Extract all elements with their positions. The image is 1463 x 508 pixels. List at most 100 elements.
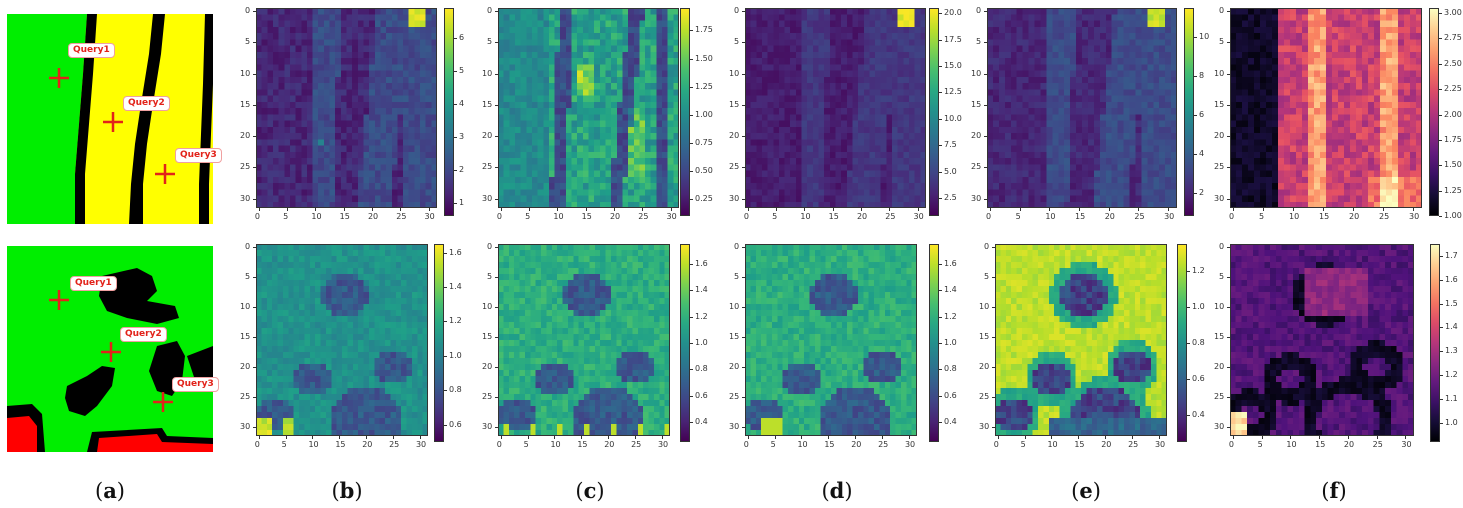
y-tick-mark <box>742 367 745 368</box>
heatmap-2c <box>498 244 670 436</box>
colorbar-tick-label: 1.4 <box>1445 322 1458 332</box>
heatmap-2f <box>1230 244 1414 436</box>
y-tick-mark <box>984 136 987 138</box>
x-tick-label: 15 <box>1315 440 1326 449</box>
y-tick-label: 0 <box>1219 6 1225 16</box>
colorbar-tick-label: 0.8 <box>449 385 462 395</box>
y-tick-mark <box>984 198 987 200</box>
heatmap-1d <box>745 8 926 208</box>
y-tick-mark <box>253 73 256 75</box>
colorbar-tick-label: 0.6 <box>944 390 957 400</box>
colorbar-tick-label: 1.3 <box>1445 346 1458 356</box>
heatmap-2e <box>995 244 1167 436</box>
x-tick-label: 5 <box>770 440 776 449</box>
y-tick-label: 25 <box>971 162 982 172</box>
y-tick-mark <box>1227 198 1230 200</box>
colorbar-1b <box>444 8 454 216</box>
caption-a: (a) <box>94 478 126 503</box>
colorbar-tick-mark <box>690 171 693 173</box>
colorbar-tick-label: 5.0 <box>944 166 957 176</box>
colorbar-tick-mark <box>454 202 457 204</box>
y-tick-label: 15 <box>240 332 251 341</box>
colorbar-tick-mark <box>1440 399 1443 401</box>
y-tick-mark <box>495 337 498 338</box>
colorbar-tick-label: 1.0 <box>1445 417 1458 427</box>
y-tick-mark <box>992 427 995 428</box>
y-tick-label: 25 <box>729 392 740 401</box>
y-tick-label: 25 <box>240 162 251 172</box>
x-tick-label: 25 <box>1372 440 1383 449</box>
x-tick-mark <box>1049 208 1051 211</box>
colorbar-tick-mark <box>939 263 942 265</box>
colorbar-tick-label: 1 <box>459 197 465 207</box>
x-tick-label: 20 <box>1101 440 1112 449</box>
x-tick-label: 15 <box>1074 440 1085 449</box>
caption-e: (e) <box>1071 478 1101 503</box>
heatmap-cells-2f <box>1230 244 1414 436</box>
colorbar-tick-label: 20.0 <box>944 8 962 18</box>
y-tick-label: 0 <box>734 6 740 16</box>
x-tick-mark <box>860 208 862 211</box>
x-tick-mark <box>855 436 857 439</box>
colorbar-tick-label: 1.00 <box>1444 211 1462 220</box>
colorbar-tick-mark <box>444 390 447 392</box>
y-tick-mark <box>984 11 987 13</box>
y-tick-label: 30 <box>729 193 740 203</box>
x-tick-mark <box>1353 208 1354 211</box>
colorbar-tick-mark <box>1439 38 1442 40</box>
x-tick-mark <box>1108 208 1110 211</box>
heatmap-1e <box>987 8 1177 208</box>
y-tick-label: 5 <box>1219 37 1225 47</box>
colorbar-tick-label: 1.2 <box>695 311 708 321</box>
y-tick-label: 20 <box>482 131 493 141</box>
x-tick-label: 5 <box>523 440 529 449</box>
x-tick-mark <box>1138 208 1140 211</box>
colorbar-tick-label: 3 <box>459 131 465 141</box>
x-tick-mark <box>500 208 502 211</box>
x-tick-mark <box>500 436 502 439</box>
x-tick-mark <box>917 208 919 211</box>
colorbar-2d <box>929 244 939 442</box>
colorbar-tick-label: 2 <box>1199 187 1205 197</box>
colorbar-tick-mark <box>939 422 942 424</box>
colorbar-tick-label: 1.0 <box>449 350 462 360</box>
colorbar-tick-label: 0.4 <box>944 417 957 427</box>
caption-b: (b) <box>331 478 363 503</box>
colorbar-tick-mark <box>690 422 693 424</box>
colorbar-tick-label: 2.25 <box>1444 84 1462 94</box>
y-tick-label: 15 <box>729 332 740 341</box>
colorbar-tick-label: 2.5 <box>944 193 957 203</box>
x-tick-mark <box>608 436 610 439</box>
y-tick-mark <box>992 397 995 398</box>
y-tick-mark <box>495 367 498 368</box>
colorbar-tick-label: 1.2 <box>1445 370 1458 380</box>
y-tick-label: 20 <box>240 362 251 371</box>
x-tick-mark <box>557 208 559 211</box>
colorbar-1d <box>929 8 939 216</box>
colorbar-tick-label: 1.4 <box>695 285 708 295</box>
y-tick-label: 20 <box>240 131 251 141</box>
y-tick-label: 20 <box>482 362 493 371</box>
x-tick-label: 10 <box>800 212 811 221</box>
query-markers-row1 <box>49 68 175 184</box>
y-tick-label: 15 <box>482 99 493 109</box>
query2-label-row2: Query2 <box>120 327 167 342</box>
colorbar-tick-mark <box>454 136 457 138</box>
colorbar-tick-mark <box>454 169 457 171</box>
x-tick-label: 10 <box>311 212 322 221</box>
x-tick-mark <box>1413 208 1414 211</box>
y-tick-label: 30 <box>1214 193 1225 203</box>
y-tick-label: 5 <box>734 272 740 281</box>
x-tick-mark <box>997 436 999 439</box>
y-tick-label: 5 <box>984 272 990 281</box>
x-tick-mark <box>1019 208 1021 211</box>
y-tick-label: 10 <box>240 68 251 78</box>
colorbar-tick-mark <box>454 37 457 39</box>
colorbar-tick-label: 5 <box>459 65 465 75</box>
x-tick-mark <box>1319 436 1321 439</box>
colorbar-1e <box>1184 8 1194 216</box>
colorbar-tick-label: 2.00 <box>1444 109 1462 119</box>
colorbar-tick-mark <box>690 263 693 265</box>
x-tick-label: 5 <box>1015 212 1021 221</box>
y-tick-label: 15 <box>1214 332 1225 341</box>
